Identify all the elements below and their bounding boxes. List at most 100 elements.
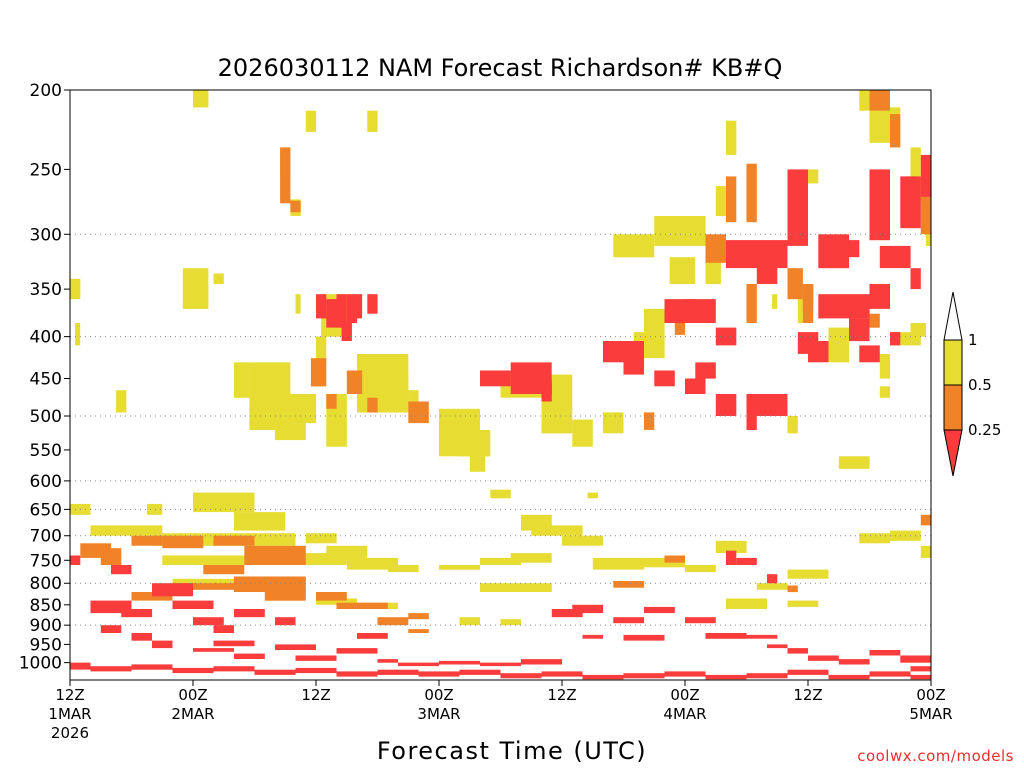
heat-cell	[70, 278, 81, 300]
heat-cell	[685, 378, 706, 394]
heat-cell	[920, 514, 931, 526]
y-tick-label: 450	[30, 370, 62, 390]
heat-cell	[772, 294, 778, 309]
heat-cell	[377, 370, 409, 406]
heat-cell	[869, 671, 911, 677]
heat-cell	[531, 525, 583, 536]
heat-cell	[336, 671, 378, 677]
y-tick-label: 600	[30, 472, 62, 492]
heat-cell	[367, 397, 378, 413]
plot-area	[70, 90, 931, 680]
heat-cell	[726, 240, 788, 269]
heat-cell	[849, 240, 860, 258]
heat-cell	[131, 535, 163, 546]
heat-cell	[869, 110, 890, 143]
heat-cell	[172, 583, 234, 590]
heat-cell	[234, 362, 250, 398]
heat-cell	[336, 294, 347, 328]
x-tick-label: 1MAR	[48, 705, 91, 723]
x-axis-label: Forecast Time (UTC)	[377, 737, 647, 765]
x-tick-label: 3MAR	[417, 705, 460, 723]
heat-cell	[213, 640, 255, 647]
x-tick-label: 2026	[51, 724, 89, 742]
heat-cell	[787, 169, 808, 246]
heat-cell	[787, 648, 808, 654]
heat-cell	[193, 617, 224, 626]
heat-cell	[439, 565, 480, 570]
heat-cell	[613, 617, 645, 624]
heat-cell	[469, 456, 486, 472]
heat-cell	[234, 512, 286, 531]
heat-cell	[879, 354, 891, 379]
heat-cell	[613, 234, 655, 258]
heat-cell	[685, 565, 716, 572]
heat-cell	[367, 294, 378, 314]
heat-cell	[582, 634, 603, 639]
heat-cell	[341, 323, 352, 341]
heat-cell	[623, 673, 665, 679]
legend-bin	[943, 384, 963, 431]
y-tick-label: 1000	[19, 654, 62, 674]
legend-label: 0.5	[968, 376, 992, 394]
x-tick-label: 2MAR	[171, 705, 214, 723]
heat-cell	[705, 234, 726, 263]
heat-cell	[357, 633, 388, 639]
heat-cell	[756, 583, 788, 590]
heat-cell	[295, 655, 337, 661]
heat-cell	[613, 581, 645, 588]
heat-cell	[669, 257, 696, 284]
heat-cell	[213, 273, 224, 284]
heat-cell	[828, 327, 849, 363]
heat-cell	[787, 669, 829, 675]
heat-cell	[746, 163, 757, 223]
heat-cell	[213, 666, 255, 672]
heat-cell	[490, 489, 511, 499]
legend-label: 1	[968, 331, 978, 349]
heat-cell	[910, 666, 931, 672]
heat-cell	[387, 565, 419, 572]
heat-cell	[439, 660, 480, 665]
heat-cell	[480, 662, 521, 667]
y-tick-label: 850	[30, 596, 62, 616]
heat-cell	[623, 634, 665, 641]
heat-cell	[500, 619, 521, 626]
y-tick-label: 800	[30, 574, 62, 594]
heat-cell	[346, 557, 399, 570]
heat-cell	[346, 370, 363, 394]
heat-cell	[644, 308, 665, 333]
heat-cell	[152, 640, 173, 649]
heat-cell	[746, 284, 757, 323]
x-tick-label: 12Z	[301, 686, 330, 704]
heat-cell	[879, 386, 891, 398]
heat-cell	[664, 671, 706, 677]
y-tick-label: 950	[30, 635, 62, 655]
heat-cell	[70, 662, 91, 670]
y-tick-label: 900	[30, 616, 62, 636]
heat-cell	[326, 299, 337, 328]
heat-cell	[910, 147, 921, 204]
heat-cell	[408, 629, 429, 633]
heat-cell	[90, 525, 111, 536]
heat-cell	[802, 284, 814, 323]
heat-cell	[377, 659, 398, 663]
heat-cell	[715, 540, 747, 554]
heat-cell	[146, 503, 163, 515]
y-tick-label: 700	[30, 527, 62, 547]
heat-cell	[859, 345, 880, 363]
heat-cell	[254, 669, 296, 675]
heat-cell	[116, 390, 127, 413]
heat-cell	[75, 323, 81, 346]
heat-cell	[541, 671, 583, 677]
heat-cell	[746, 673, 788, 679]
heat-cell	[367, 110, 378, 132]
heat-cell	[295, 667, 337, 674]
heat-cell	[275, 617, 296, 626]
heat-cell	[715, 186, 727, 216]
x-tick-label: 00Z	[916, 686, 945, 704]
heat-cell	[295, 294, 301, 314]
heat-cell	[213, 625, 234, 633]
heat-cell	[377, 669, 419, 675]
heat-cell	[828, 674, 870, 680]
x-tick-label: 00Z	[670, 686, 699, 704]
